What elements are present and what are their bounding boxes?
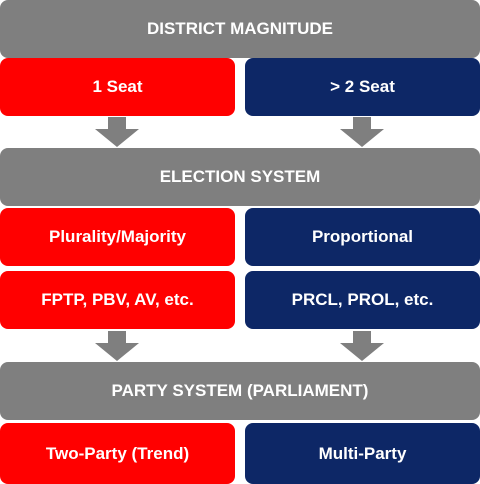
proportional-box: Proportional xyxy=(245,208,480,266)
district-magnitude-label: DISTRICT MAGNITUDE xyxy=(146,19,334,38)
district-magnitude-header: DISTRICT MAGNITUDE xyxy=(0,0,480,58)
down-arrow-icon xyxy=(340,331,384,361)
majority-systems-label: FPTP, PBV, AV, etc. xyxy=(41,290,194,309)
two-party-box: Two-Party (Trend) xyxy=(0,423,235,484)
party-system-header: PARTY SYSTEM (PARLIAMENT) xyxy=(0,362,480,420)
multi-party-label: Multi-Party xyxy=(318,443,407,463)
multi-seat-box: > 2 Seat xyxy=(245,58,480,116)
proportional-systems-box: PRCL, PROL, etc. xyxy=(245,271,480,329)
down-arrow-icon xyxy=(95,117,139,147)
election-system-header: ELECTION SYSTEM xyxy=(0,148,480,206)
proportional-label: Proportional xyxy=(311,227,414,246)
plurality-majority-label: Plurality/Majority xyxy=(49,227,186,246)
one-seat-box: 1 Seat xyxy=(0,58,235,116)
down-arrow-icon xyxy=(95,331,139,361)
two-party-label: Two-Party (Trend) xyxy=(45,443,190,463)
party-system-label: PARTY SYSTEM (PARLIAMENT) xyxy=(111,381,369,400)
multi-seat-label: > 2 Seat xyxy=(330,77,395,96)
majority-systems-box: FPTP, PBV, AV, etc. xyxy=(0,271,235,329)
proportional-systems-label: PRCL, PROL, etc. xyxy=(291,290,434,309)
election-system-label: ELECTION SYSTEM xyxy=(159,167,321,186)
plurality-majority-box: Plurality/Majority xyxy=(0,208,235,266)
down-arrow-icon xyxy=(340,117,384,147)
multi-party-box: Multi-Party xyxy=(245,423,480,484)
one-seat-label: 1 Seat xyxy=(92,77,143,96)
